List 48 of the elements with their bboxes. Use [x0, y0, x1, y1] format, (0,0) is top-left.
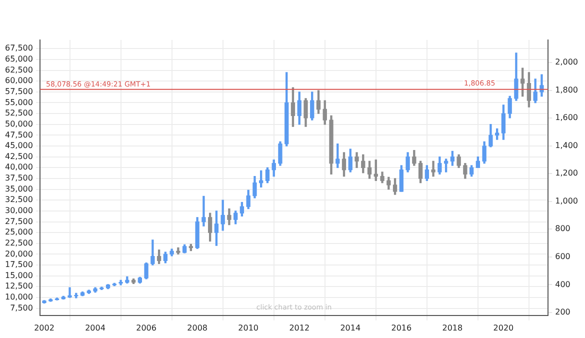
y-tick-label: 37,500 [4, 174, 33, 183]
x-tick-label: 2008 [187, 323, 208, 332]
y2-tick-label: 1,200 [555, 168, 578, 178]
x-tick-label: 2010 [238, 323, 259, 332]
y-tick-label: 40,000 [4, 162, 33, 172]
y-tick-label: 32,500 [4, 195, 33, 204]
y-tick-label: 57,500 [4, 87, 33, 96]
x-tick-label: 2006 [136, 323, 156, 332]
y-tick-label: 27,500 [4, 216, 33, 226]
y-tick-label: 20,000 [4, 249, 33, 258]
x-tick-label: 2020 [493, 323, 514, 332]
y-tick-label: 50,000 [4, 119, 33, 128]
y-tick-label: 25,000 [4, 228, 33, 237]
y-tick-label: 52,500 [4, 108, 33, 118]
candlestick [68, 287, 72, 298]
y2-tick-label: 1,600 [555, 113, 578, 122]
y-tick-label: 47,500 [4, 130, 33, 140]
candlestick [431, 160, 436, 177]
y-tick-label: 62,500 [4, 65, 33, 74]
y-tick-label: 35,000 [4, 184, 33, 194]
y-tick-label: 60,000 [4, 76, 33, 86]
y2-tick-label: 600 [555, 252, 570, 262]
y-tick-label: 45,000 [4, 141, 33, 150]
y2-tick-label: 1,000 [555, 196, 578, 206]
y-tick-label: 17,500 [4, 260, 33, 270]
y2-tick-label: 2,000 [555, 58, 578, 67]
x-tick-label: 2004 [85, 323, 106, 332]
y2-tick-label: 1,400 [555, 140, 578, 150]
y-tick-label: 65,000 [4, 54, 33, 64]
y2-tick-label: 800 [555, 224, 570, 234]
x-tick-label: 2012 [289, 323, 310, 332]
y-tick-label: 12,500 [4, 282, 33, 291]
y-tick-label: 7,500 [10, 303, 33, 312]
y-tick-label: 67,500 [4, 44, 33, 53]
y-tick-label: 42,500 [4, 152, 33, 161]
y2-tick-label: 400 [555, 280, 570, 289]
candlestick [202, 196, 206, 226]
y2-tick-label: 200 [555, 308, 570, 317]
x-tick-label: 2002 [34, 323, 54, 332]
y-tick-label: 55,000 [4, 98, 33, 107]
x-tick-label: 2016 [391, 323, 412, 332]
y-tick-label: 22,500 [4, 238, 33, 248]
y-tick-label: 10,000 [4, 292, 33, 302]
y-tick-label: 15,000 [4, 270, 33, 280]
y-tick-label: 30,000 [4, 206, 33, 216]
y2-tick-label: 1,800 [555, 85, 578, 94]
x-tick-label: 2018 [442, 323, 463, 332]
x-tick-label: 2014 [340, 323, 361, 332]
